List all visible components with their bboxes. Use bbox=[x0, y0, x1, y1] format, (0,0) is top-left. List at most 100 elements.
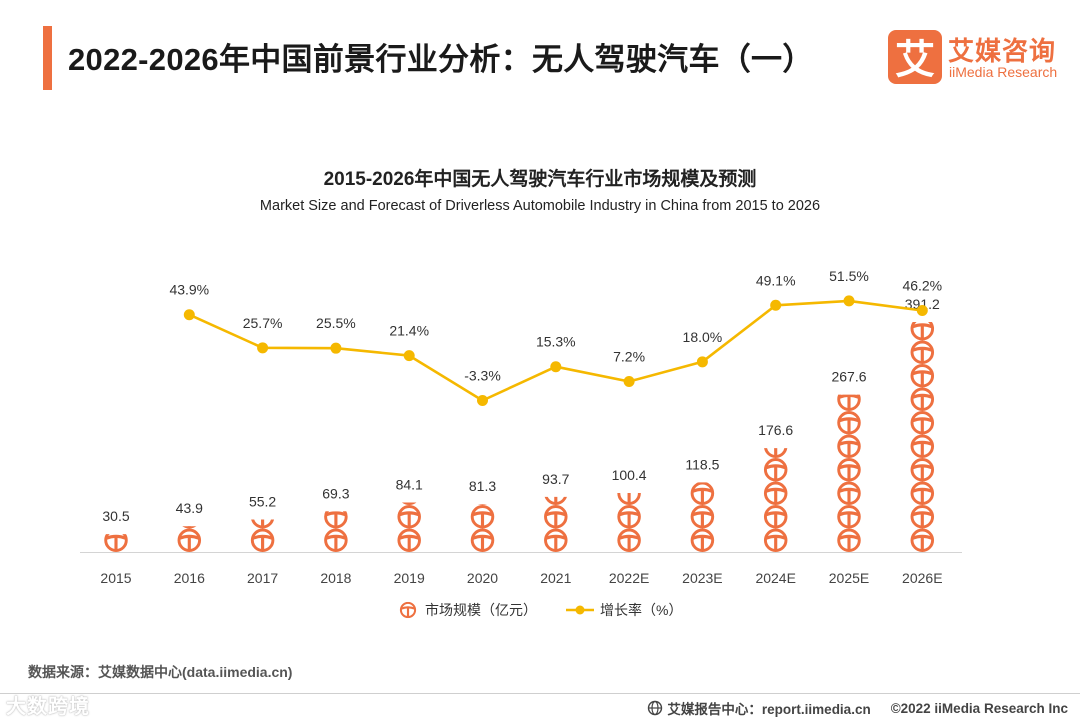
steering-wheel-icon bbox=[910, 322, 935, 341]
bar-value-label: 81.3 bbox=[469, 478, 496, 494]
steering-wheel-icon bbox=[177, 528, 202, 552]
growth-rate-point bbox=[257, 342, 269, 354]
steering-wheel-icon bbox=[617, 492, 642, 505]
x-tick-label: 2015 bbox=[100, 570, 131, 586]
bars-layer bbox=[104, 322, 935, 552]
growth-rate-label: -3.3% bbox=[464, 368, 501, 384]
bar-2022E bbox=[617, 492, 642, 552]
bar-2018 bbox=[323, 511, 348, 552]
x-tick-label: 2022E bbox=[609, 570, 649, 586]
bar-value-label: 93.7 bbox=[542, 471, 569, 487]
bar-2015 bbox=[104, 534, 128, 552]
steering-wheel-icon bbox=[910, 434, 935, 458]
steering-wheel-icon bbox=[470, 528, 495, 552]
steering-wheel-icon bbox=[399, 601, 417, 619]
x-ticks-layer: 2015 2016 2017 2018 2019 2020 2021 2022E 2023E 20… bbox=[100, 570, 942, 586]
growth-rate-point bbox=[843, 295, 855, 307]
steering-wheel-icon bbox=[543, 528, 568, 552]
growth-rate-point bbox=[696, 356, 708, 368]
steering-wheel-icon bbox=[763, 528, 788, 552]
logo-name-en: iiMedia Research bbox=[949, 64, 1058, 80]
iimedia-logo: 艾 艾媒咨询 iiMedia Research bbox=[888, 30, 1063, 86]
steering-wheel-icon bbox=[763, 458, 788, 482]
x-tick-label: 2018 bbox=[320, 570, 351, 586]
steering-wheel-icon bbox=[910, 364, 935, 388]
bar-2026E bbox=[910, 322, 935, 552]
steering-wheel-icon bbox=[543, 505, 568, 529]
growth-rate-label: 51.5% bbox=[829, 268, 869, 284]
steering-wheel-icon bbox=[763, 448, 788, 458]
footer-report-center[interactable]: 艾媒报告中心：report.iimedia.cn bbox=[667, 702, 871, 717]
growth-rate-point bbox=[477, 395, 488, 407]
chart-legend: 市场规模（亿元） 增长率（%） bbox=[0, 598, 1080, 622]
steering-wheel-icon bbox=[910, 528, 935, 552]
footer-divider bbox=[0, 693, 1080, 694]
growth-rate-label: 18.0% bbox=[683, 329, 723, 345]
bar-value-label: 391.2 bbox=[905, 296, 940, 312]
growth-rate-label: 7.2% bbox=[613, 348, 645, 364]
data-source: 数据来源：艾媒数据中心(data.iimedia.cn) bbox=[28, 664, 293, 680]
x-tick-label: 2020 bbox=[467, 570, 498, 586]
steering-wheel-icon bbox=[910, 387, 935, 411]
steering-wheel-icon bbox=[910, 481, 935, 505]
steering-wheel-icon bbox=[837, 458, 861, 482]
watermark: 大数跨境 bbox=[6, 690, 90, 719]
x-tick-label: 2017 bbox=[247, 570, 278, 586]
bar-value-label: 84.1 bbox=[396, 477, 423, 493]
growth-rate-label: 46.2% bbox=[902, 278, 942, 294]
steering-wheel-icon bbox=[690, 505, 715, 529]
bar-2021 bbox=[543, 496, 568, 552]
steering-wheel-icon bbox=[763, 505, 788, 529]
steering-wheel-icon bbox=[617, 505, 642, 529]
chart-subtitle: Market Size and Forecast of Driverless A… bbox=[259, 198, 821, 214]
x-tick-label: 2026E bbox=[902, 570, 942, 586]
bar-labels-layer: 30.5 43.9 55.2 69.3 84.1 81.3 93.7 100.4 118.5 17… bbox=[102, 296, 940, 524]
legend-item-growth-rate: 增长率（%） bbox=[566, 598, 682, 622]
steering-wheel-icon bbox=[910, 458, 935, 482]
x-tick-label: 2016 bbox=[174, 570, 205, 586]
bar-value-label: 176.6 bbox=[758, 422, 793, 438]
steering-wheel-icon bbox=[323, 528, 348, 552]
bar-value-label: 100.4 bbox=[612, 467, 647, 483]
logo-name-cn: 艾媒咨询 bbox=[948, 36, 1057, 66]
steering-wheel-icon bbox=[910, 411, 935, 435]
title-accent-bar bbox=[43, 26, 52, 90]
steering-wheel-icon bbox=[397, 528, 422, 552]
growth-rate-label: 15.3% bbox=[536, 334, 576, 350]
steering-wheel-icon bbox=[617, 528, 642, 552]
steering-wheel-icon bbox=[250, 528, 275, 552]
legend-label-growth-rate: 增长率（%） bbox=[600, 602, 683, 618]
steering-wheel-icon bbox=[690, 528, 715, 552]
bar-value-label: 30.5 bbox=[102, 508, 129, 524]
x-tick-label: 2021 bbox=[540, 570, 571, 586]
steering-wheel-icon bbox=[837, 411, 861, 435]
growth-rate-label: 21.4% bbox=[389, 323, 429, 339]
steering-wheel-icon bbox=[837, 528, 861, 552]
steering-wheel-icon bbox=[250, 519, 275, 529]
growth-rate-label: 25.5% bbox=[316, 315, 356, 331]
legend-label-market-size: 市场规模（亿元） bbox=[425, 602, 537, 618]
growth-rate-point bbox=[916, 305, 928, 317]
bar-2024E bbox=[763, 448, 788, 552]
line-marker-icon bbox=[566, 605, 594, 615]
page-title: 2022-2026年中国前景行业分析：无人驾驶汽车（一） bbox=[68, 42, 814, 77]
x-tick-label: 2025E bbox=[829, 570, 869, 586]
globe-icon bbox=[648, 700, 663, 716]
logo-mark-char: 艾 bbox=[895, 37, 935, 83]
growth-rate-label: 49.1% bbox=[756, 272, 796, 288]
steering-wheel-icon bbox=[323, 511, 348, 529]
watermark-text: 大数跨境 bbox=[6, 696, 90, 718]
bar-value-label: 118.5 bbox=[685, 456, 719, 472]
steering-wheel-icon bbox=[910, 340, 935, 364]
bar-value-label: 69.3 bbox=[322, 485, 349, 501]
growth-rate-point bbox=[183, 309, 195, 321]
growth-rate-point bbox=[770, 299, 782, 311]
steering-wheel-icon bbox=[690, 482, 715, 505]
steering-wheel-icon bbox=[837, 481, 861, 505]
bar-2023E bbox=[690, 482, 715, 552]
chart-title: 2015-2026年中国无人驾驶汽车行业市场规模及预测 bbox=[323, 169, 757, 190]
x-tick-label: 2023E bbox=[682, 570, 722, 586]
legend-item-market-size: 市场规模（亿元） bbox=[397, 598, 537, 622]
growth-rate-point bbox=[403, 350, 415, 362]
